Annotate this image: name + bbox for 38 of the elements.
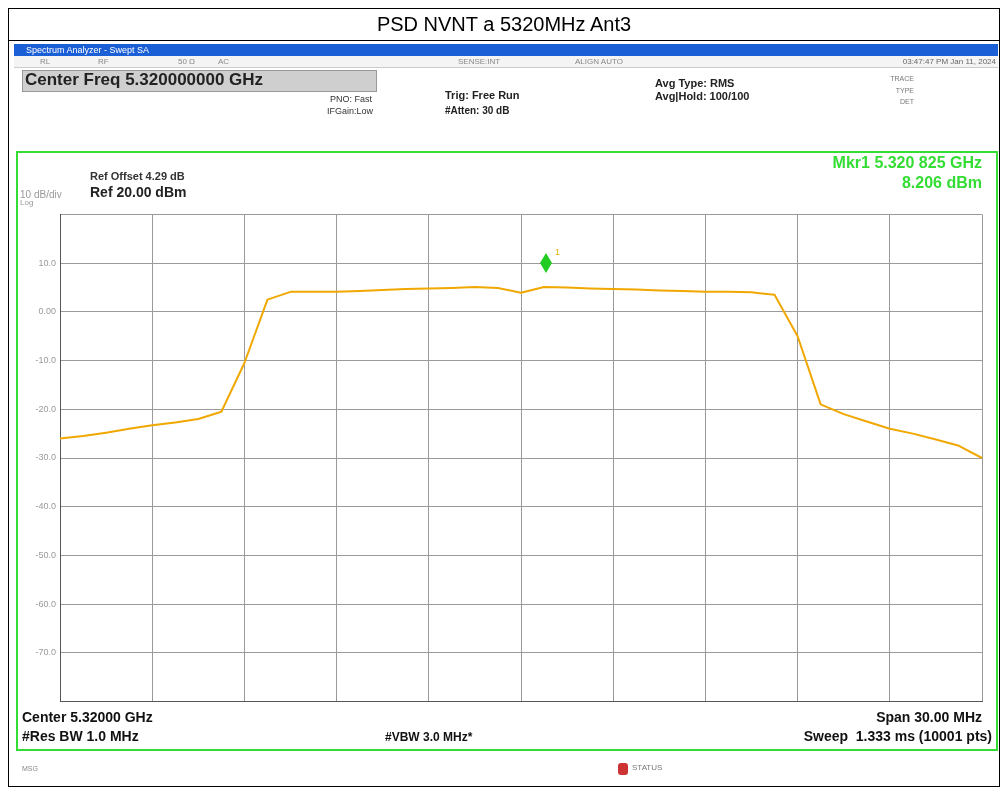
- text: Span 30.00 MHz: [876, 709, 982, 726]
- text: Log: [20, 198, 34, 208]
- y-tick-label: 0.00: [38, 306, 56, 317]
- text: Ref 20.00 dBm: [90, 184, 187, 201]
- text: Trig: Free Run: [445, 89, 520, 102]
- text: #Res BW 1.0 MHz: [22, 728, 139, 745]
- text: ALIGN AUTO: [575, 57, 623, 67]
- text: SENSE:INT: [458, 57, 501, 67]
- y-tick-label: -30.0: [35, 452, 56, 463]
- text: IFGain:Low: [327, 106, 374, 117]
- text: 50 Ω: [178, 57, 196, 67]
- y-tick-label: -60.0: [35, 598, 56, 609]
- text: Avg|Hold: 100/100: [655, 90, 750, 103]
- text: 8.206 dBm: [901, 174, 982, 192]
- text: Sweep 1.333 ms (10001 pts): [803, 728, 992, 745]
- y-tick-label: -10.0: [35, 355, 56, 366]
- text: #VBW 3.0 MHz*: [385, 730, 473, 745]
- y-tick-label: -50.0: [35, 549, 56, 560]
- text: 10 dB/div: [20, 189, 62, 200]
- text: AC: [218, 57, 230, 67]
- text: RL: [40, 57, 51, 67]
- annotation: 1: [555, 247, 561, 258]
- text: Ref Offset 4.29 dB: [90, 170, 185, 183]
- y-tick-label: 10.0: [38, 257, 56, 268]
- chart-title: PSD NVNT a 5320MHz Ant3: [8, 8, 1000, 41]
- text: PNO: Fast: [330, 94, 373, 105]
- text: STATUS: [632, 763, 663, 773]
- text: Mkr1 5.320 825 GHz: [832, 154, 982, 172]
- text: Center Freq 5.320000000 GHz: [25, 70, 264, 90]
- y-tick-label: -20.0: [35, 403, 56, 414]
- text: 03:47:47 PM Jan 11, 2024: [902, 57, 996, 67]
- text: RF: [98, 57, 109, 67]
- y-tick-label: -70.0: [35, 647, 56, 658]
- text: Spectrum Analyzer - Swept SA: [26, 45, 150, 56]
- text: Avg Type: RMS: [655, 77, 735, 90]
- y-tick-label: -40.0: [35, 501, 56, 512]
- text: Center 5.32000 GHz: [22, 709, 153, 726]
- text: #Atten: 30 dB: [445, 105, 510, 116]
